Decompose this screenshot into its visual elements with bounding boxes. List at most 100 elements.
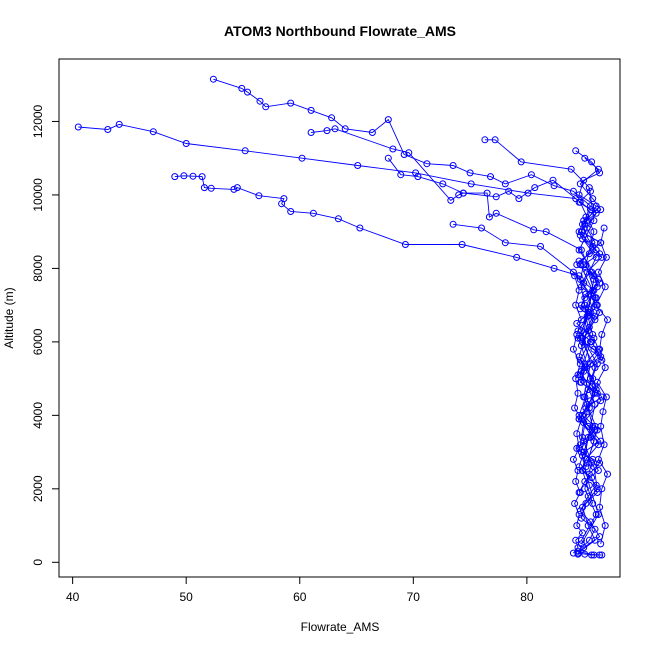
series-line (595, 227, 609, 545)
data-point (575, 246, 583, 254)
data-point (180, 172, 188, 180)
y-tick-label: 0 (31, 559, 45, 566)
data-point (584, 492, 592, 500)
data-point (576, 180, 584, 188)
data-point (593, 489, 601, 496)
data-point (590, 272, 598, 280)
data-point (593, 378, 601, 386)
data-point (596, 459, 604, 467)
data-point (200, 184, 208, 192)
data-point (515, 195, 523, 203)
data-point (569, 268, 577, 276)
data-point (104, 126, 112, 133)
data-point (368, 129, 376, 136)
data-point (574, 334, 582, 342)
data-point (588, 474, 596, 482)
data-point (587, 187, 594, 195)
data-point (596, 169, 604, 177)
data-point (591, 294, 599, 302)
data-point (574, 467, 582, 474)
data-point (580, 261, 588, 269)
data-point (581, 360, 589, 368)
data-point (255, 192, 263, 200)
data-point (581, 478, 589, 485)
series-line (174, 175, 597, 541)
data-point (585, 323, 593, 331)
data-point (575, 198, 583, 206)
data-point (569, 345, 577, 353)
data-point (569, 455, 577, 463)
data-point (492, 209, 500, 217)
series-line (311, 128, 598, 464)
data-point (328, 114, 336, 122)
data-point (579, 220, 586, 228)
data-point (596, 250, 604, 258)
data-point (572, 375, 580, 383)
data-point (583, 268, 591, 276)
data-point (207, 184, 215, 192)
data-point (423, 160, 431, 168)
data-point (590, 334, 598, 342)
data-point (569, 187, 577, 195)
data-point (591, 389, 599, 397)
data-point (598, 331, 606, 338)
data-point (573, 261, 581, 269)
data-point (537, 242, 544, 250)
data-point (309, 209, 317, 217)
data-point (589, 375, 597, 383)
y-tick-label: 2000 (31, 475, 45, 502)
data-point (598, 253, 606, 261)
data-point (580, 448, 588, 456)
data-point (331, 125, 339, 133)
data-point (492, 193, 500, 201)
data-point (576, 231, 584, 239)
data-point (594, 467, 602, 474)
data-point (530, 226, 538, 234)
data-point (575, 257, 583, 265)
data-point (513, 253, 521, 261)
data-point (600, 224, 608, 232)
data-point (341, 125, 349, 133)
data-point (244, 88, 251, 96)
data-point (598, 393, 606, 401)
data-point (571, 500, 579, 507)
x-axis-label: Flowrate_AMS (301, 620, 380, 634)
data-point (579, 338, 586, 346)
y-axis: 0 2000 4000 6000 8000 10000 12000 (31, 104, 60, 566)
data-point (575, 444, 583, 452)
data-point (591, 525, 599, 533)
data-point (287, 99, 295, 107)
data-point (483, 189, 491, 197)
data-point (334, 215, 342, 223)
data-point (596, 345, 604, 353)
data-point (597, 206, 605, 214)
data-point (487, 173, 494, 181)
data-point (582, 290, 590, 298)
data-point (590, 228, 598, 236)
data-point (577, 316, 585, 324)
data-point (596, 279, 604, 287)
data-point (602, 393, 610, 401)
data-point (589, 242, 597, 250)
data-point (524, 189, 532, 197)
data-point (585, 184, 593, 192)
data-point (592, 386, 600, 394)
data-point (577, 378, 585, 386)
x-tick-label: 60 (293, 590, 307, 604)
data-point (594, 268, 602, 276)
data-point (588, 158, 596, 166)
data-point (356, 224, 364, 232)
x-tick-label: 50 (180, 590, 194, 604)
x-tick-label: 70 (407, 590, 421, 604)
data-point (354, 162, 362, 169)
data-point (579, 529, 586, 537)
data-point (550, 264, 558, 272)
data-point (587, 518, 594, 526)
data-point (589, 430, 597, 438)
x-tick-label: 80 (520, 590, 534, 604)
data-point (384, 116, 392, 124)
data-point (491, 136, 499, 144)
data-point (577, 246, 585, 254)
series-line (78, 123, 598, 467)
data-point (171, 173, 179, 181)
